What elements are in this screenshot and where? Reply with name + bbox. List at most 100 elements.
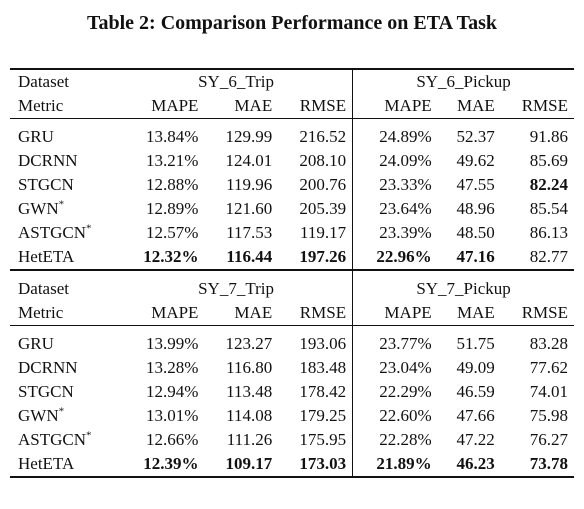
table-row: ASTGCN* 12.66% 111.26 175.95 22.28% 47.22 76.2… [10,428,574,452]
metric-header: MAE [437,301,501,326]
metric-value: 129.99 [225,127,273,146]
metric-value: 22.60% [352,404,438,428]
metric-value: 82.24 [529,175,568,194]
metric-value: 51.75 [456,334,495,353]
table-row: HetETA 12.39% 109.17 173.03 21.89% 46.23 73.78 [10,452,574,478]
metric-value: 75.98 [529,406,568,425]
metric-header: RMSE [500,301,574,326]
metric-label: Metric [10,301,120,326]
metric-value: 111.26 [226,430,273,449]
metric-value: 12.57% [146,223,199,242]
dataset-group-header: SY_6_Trip [120,68,353,94]
method-name: HetETA [10,452,120,478]
table-row: HetETA 12.32% 116.44 197.26 22.96% 47.16 82.77 [10,245,574,270]
comparison-table: Dataset SY_6_Trip SY_6_Pickup Metric MAPE MAE… [10,68,574,478]
metric-value: 48.96 [456,199,495,218]
table-row: DCRNN 13.28% 116.80 183.48 23.04% 49.09 77.62 [10,356,574,380]
metric-value: 175.95 [299,430,347,449]
metric-value: 123.27 [225,334,273,353]
method-name: HetETA [10,245,120,270]
metric-value: 113.48 [226,382,273,401]
footnote-marker: * [58,198,65,211]
method-name: ASTGCN* [10,221,120,245]
metric-value: 178.42 [299,382,347,401]
method-label: ASTGCN [18,430,87,449]
table-row: STGCN 12.94% 113.48 178.42 22.29% 46.59 74.01 [10,380,574,404]
metric-label: Metric [10,94,120,119]
method-name: GWN* [10,404,120,428]
metric-value: 85.54 [529,199,568,218]
metric-value: 47.55 [456,175,495,194]
metric-value: 23.77% [352,325,438,356]
metric-value: 77.62 [529,358,568,377]
table-row: DCRNN 13.21% 124.01 208.10 24.09% 49.62 85.69 [10,149,574,173]
method-name: DCRNN [10,356,120,380]
metric-value: 208.10 [299,151,347,170]
metric-value: 13.84% [146,127,199,146]
metric-value: 124.01 [225,151,273,170]
table-row: GRU 13.84% 129.99 216.52 24.89% 52.37 91.86 [10,118,574,150]
metric-value: 216.52 [299,127,347,146]
metric-value: 179.25 [299,406,347,425]
metric-header: MAE [437,94,501,119]
metric-header: MAE [204,301,279,326]
method-label: STGCN [18,175,74,194]
dataset-label: Dataset [10,269,120,301]
metric-value: 49.09 [456,358,495,377]
metric-value: 91.86 [529,127,568,146]
table-caption: Table 2: Comparison Performance on ETA T… [86,12,498,34]
metric-header: RMSE [278,94,353,119]
metric-value: 46.23 [437,452,501,478]
metric-value: 12.89% [146,199,199,218]
method-name: GRU [10,119,120,150]
metric-value: 22.28% [352,428,438,452]
method-label: ASTGCN [18,223,87,242]
metric-header: RMSE [278,301,353,326]
metric-value: 12.94% [146,382,199,401]
method-label: GWN [18,199,59,218]
dataset-header-row: Dataset SY_6_Trip SY_6_Pickup [10,68,574,94]
method-name: GWN* [10,197,120,221]
metric-value: 23.33% [352,173,438,197]
table-row: GWN* 13.01% 114.08 179.25 22.60% 47.66 75.98 [10,404,574,428]
metric-value: 13.01% [146,406,199,425]
metric-value: 12.39% [120,452,205,478]
metric-value: 83.28 [529,334,568,353]
metric-value: 49.62 [456,151,495,170]
metric-value: 12.88% [146,175,199,194]
metric-header: MAPE [352,94,438,119]
metric-value: 183.48 [299,358,347,377]
metric-value: 12.66% [146,430,199,449]
metric-value: 47.22 [456,430,495,449]
method-name: GRU [10,326,120,357]
metric-value: 47.16 [456,247,495,266]
method-name: STGCN [10,380,120,404]
metric-value: 116.80 [226,358,273,377]
method-name: ASTGCN* [10,428,120,452]
metric-value: 197.26 [299,247,347,266]
metric-header-row: Metric MAPE MAE RMSE MAPE MAE RMSE [10,94,574,119]
table-row: GWN* 12.89% 121.60 205.39 23.64% 48.96 85.54 [10,197,574,221]
metric-value: 109.17 [204,452,279,478]
metric-value: 13.99% [146,334,199,353]
footnote-marker: * [86,222,92,235]
metric-value: 23.64% [352,197,438,221]
method-name: DCRNN [10,149,120,173]
metric-value: 119.17 [299,223,347,242]
method-label: DCRNN [18,151,78,170]
method-label: HetETA [18,454,75,473]
metric-value: 200.76 [299,175,347,194]
footnote-marker: * [58,405,65,418]
method-label: DCRNN [18,358,78,377]
metric-value: 193.06 [299,334,347,353]
metric-value: 46.59 [456,382,495,401]
metric-value: 86.13 [529,223,568,242]
dataset-group-header: SY_7_Trip [120,269,353,301]
metric-value: 22.96% [352,245,438,270]
metric-value: 13.21% [146,151,199,170]
method-label: GWN [18,406,59,425]
metric-value: 205.39 [299,199,347,218]
metric-value: 85.69 [529,151,568,170]
metric-value: 22.29% [352,380,438,404]
method-label: GRU [18,127,54,146]
